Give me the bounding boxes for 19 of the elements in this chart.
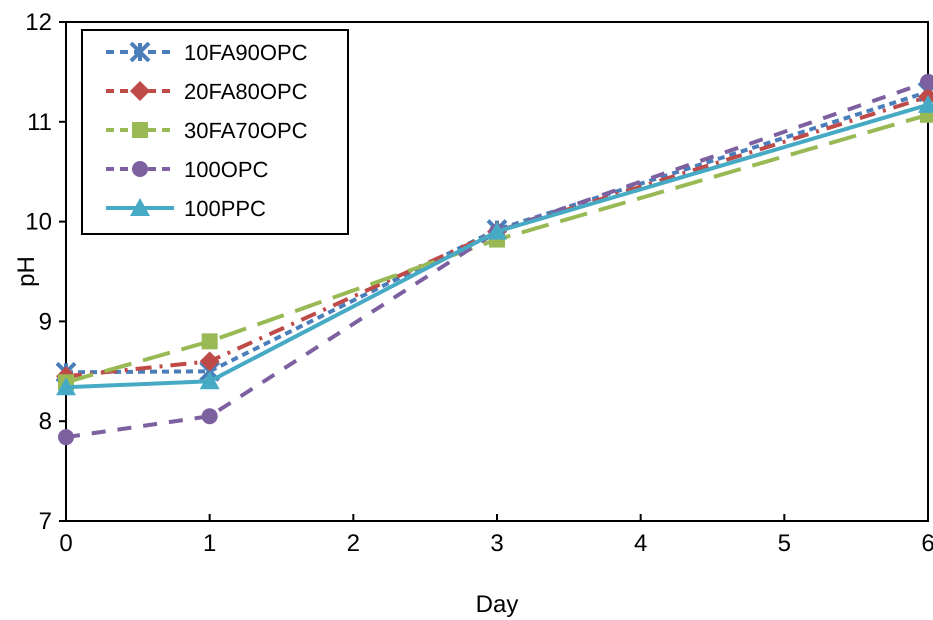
y-tick-label: 12	[25, 9, 52, 36]
y-axis-title: pH	[13, 256, 40, 287]
legend-label: 100OPC	[184, 157, 268, 182]
y-tick-label: 7	[38, 508, 52, 535]
y-tick-label: 8	[38, 408, 52, 436]
x-tick-label: 1	[202, 530, 216, 557]
legend-label: 10FA90OPC	[184, 40, 308, 65]
x-axis-title: Day	[476, 591, 518, 618]
x-tick-label: 4	[634, 530, 648, 557]
y-tick-label: 10	[25, 208, 52, 236]
x-tick-label: 3	[490, 530, 504, 557]
y-tick-label: 9	[38, 308, 52, 336]
x-tick-label: 5	[778, 530, 792, 557]
legend-label: 100PPC	[184, 196, 266, 221]
x-tick-label: 2	[346, 530, 360, 557]
legend-label: 20FA80OPC	[184, 79, 308, 104]
legend-label: 30FA70OPC	[184, 118, 308, 143]
y-tick-label: 11	[27, 108, 52, 136]
x-tick-label: 0	[59, 530, 73, 557]
